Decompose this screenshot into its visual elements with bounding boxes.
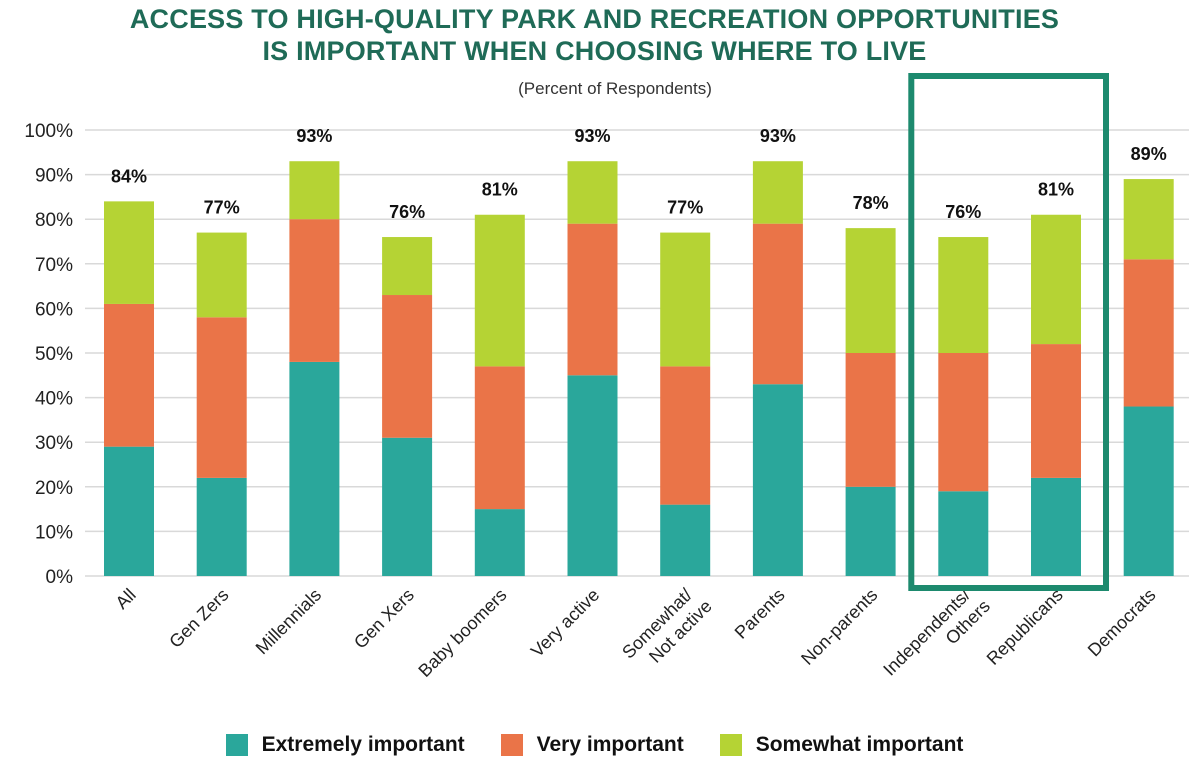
x-tick-label: All xyxy=(112,585,140,613)
legend-swatch-extremely xyxy=(225,734,248,756)
bar-segment-extremely xyxy=(104,446,154,576)
x-tick-label-line: Baby boomers xyxy=(414,585,510,681)
bar-segment-extremely xyxy=(289,361,340,576)
legend-swatch-very xyxy=(500,734,523,756)
bar-segment-somewhat xyxy=(752,161,803,224)
bar-segment-very xyxy=(660,366,711,505)
bar-segment-very xyxy=(382,295,433,438)
y-tick-label: 100% xyxy=(24,121,73,142)
bar-segment-very xyxy=(567,223,618,376)
legend-item-very: Very important xyxy=(500,733,684,757)
bar-segment-very xyxy=(289,219,340,362)
bar-segment-very xyxy=(1123,259,1174,407)
chart-title-line-1: ACCESS TO HIGH-QUALITY PARK AND RECREATI… xyxy=(129,4,1060,34)
bar-segment-somewhat xyxy=(104,201,154,304)
bar-segment-extremely xyxy=(1031,477,1081,576)
bar-segment-extremely xyxy=(660,504,711,576)
bar-segment-somewhat xyxy=(382,237,433,296)
x-tick-label: Non-parents xyxy=(797,585,881,669)
bar-segment-somewhat xyxy=(938,237,989,353)
x-tick-label-line: Democrats xyxy=(1084,585,1160,661)
x-tick-label-line: Parents xyxy=(731,585,789,643)
bar-segment-extremely xyxy=(1123,406,1174,576)
bar-total-label: 78% xyxy=(853,193,889,213)
legend-label-somewhat: Somewhat important xyxy=(755,733,964,756)
bar-total-label: 84% xyxy=(111,166,147,186)
x-tick-label: Democrats xyxy=(1084,585,1160,661)
bar-segment-extremely xyxy=(382,437,433,576)
x-tick-label: Baby boomers xyxy=(414,585,510,681)
bar-segment-somewhat xyxy=(1123,179,1174,260)
y-tick-label: 70% xyxy=(35,255,73,276)
y-tick-label: 90% xyxy=(35,166,73,187)
legend-swatch-somewhat xyxy=(719,734,742,756)
bar-total-label: 77% xyxy=(667,198,703,218)
x-tick-label: Republicans xyxy=(983,585,1067,669)
bar-total-label: 81% xyxy=(482,180,518,200)
bar-segment-somewhat xyxy=(845,228,896,353)
bar-segment-extremely xyxy=(938,491,989,576)
y-tick-label: 40% xyxy=(35,389,73,410)
bar-segment-very xyxy=(196,317,247,478)
y-tick-label: 0% xyxy=(46,567,74,588)
bar-segment-very xyxy=(752,223,803,385)
bar-segment-very xyxy=(1031,344,1081,478)
bar-segment-very xyxy=(938,353,989,492)
bar-segment-extremely xyxy=(474,509,525,576)
x-tick-label-line: Millennials xyxy=(252,585,326,659)
bar-segment-extremely xyxy=(567,375,618,576)
y-tick-label: 20% xyxy=(35,478,73,499)
bar-segment-extremely xyxy=(752,384,803,576)
legend-label-very: Very important xyxy=(536,733,684,756)
bar-total-label: 93% xyxy=(574,126,610,146)
y-tick-label: 50% xyxy=(35,344,73,365)
legend: Extremely important Very important Somew… xyxy=(0,733,1189,757)
x-tick-label-line: Gen Xers xyxy=(350,585,418,653)
bar-total-label: 76% xyxy=(389,202,425,222)
bar-segment-somewhat xyxy=(660,232,711,367)
bar-total-label: 77% xyxy=(204,198,240,218)
x-tick-label-line: Republicans xyxy=(983,585,1067,669)
bar-segment-extremely xyxy=(845,486,896,576)
bar-segment-somewhat xyxy=(567,161,618,224)
bar-segment-very xyxy=(845,353,896,487)
stacked-bar-chart: 0% 10% 20% 30% 40% 50% 60% 70% 80% 90% 100% 84% All 7… xyxy=(24,73,1189,695)
y-tick-label: 80% xyxy=(35,210,73,231)
y-tick-label: 60% xyxy=(35,299,73,320)
x-tick-label: Gen Xers xyxy=(350,585,418,653)
bar-total-label: 93% xyxy=(760,126,796,146)
x-tick-label-line: Gen Zers xyxy=(165,585,232,652)
bar-segment-somewhat xyxy=(474,214,525,367)
x-tick-label: Gen Zers xyxy=(165,585,232,652)
chart-title-line-2: IS IMPORTANT WHEN CHOOSING WHERE TO LIVE xyxy=(262,36,927,66)
bar-total-label: 93% xyxy=(296,126,332,146)
chart-subtitle: (Percent of Respondents) xyxy=(518,79,712,98)
bar-total-label: 89% xyxy=(1131,144,1167,164)
x-tick-label-line: All xyxy=(112,585,140,613)
x-tick-label: Millennials xyxy=(252,585,326,659)
legend-item-somewhat: Somewhat important xyxy=(719,733,964,757)
x-tick-label: Independents/Others xyxy=(879,580,994,695)
x-tick-label: Very active xyxy=(527,585,603,661)
bar-segment-somewhat xyxy=(289,161,340,220)
bar-segment-very xyxy=(104,303,154,447)
bar-total-label: 81% xyxy=(1038,180,1074,200)
y-tick-label: 10% xyxy=(35,522,73,543)
legend-item-extremely: Extremely important xyxy=(225,733,465,757)
y-tick-label: 30% xyxy=(35,433,73,454)
bar-segment-very xyxy=(474,366,525,510)
x-tick-label-line: Non-parents xyxy=(797,585,881,669)
bar-segment-somewhat xyxy=(1031,214,1081,345)
x-tick-label-line: Very active xyxy=(527,585,603,661)
highlight-box xyxy=(908,73,1109,591)
bar-total-label: 76% xyxy=(945,202,981,222)
bar-segment-somewhat xyxy=(196,232,247,318)
x-tick-label: Somewhat/Not active xyxy=(618,580,716,678)
legend-label-extremely: Extremely important xyxy=(261,733,465,756)
bar-segment-extremely xyxy=(196,477,247,576)
x-tick-label: Parents xyxy=(731,585,789,643)
